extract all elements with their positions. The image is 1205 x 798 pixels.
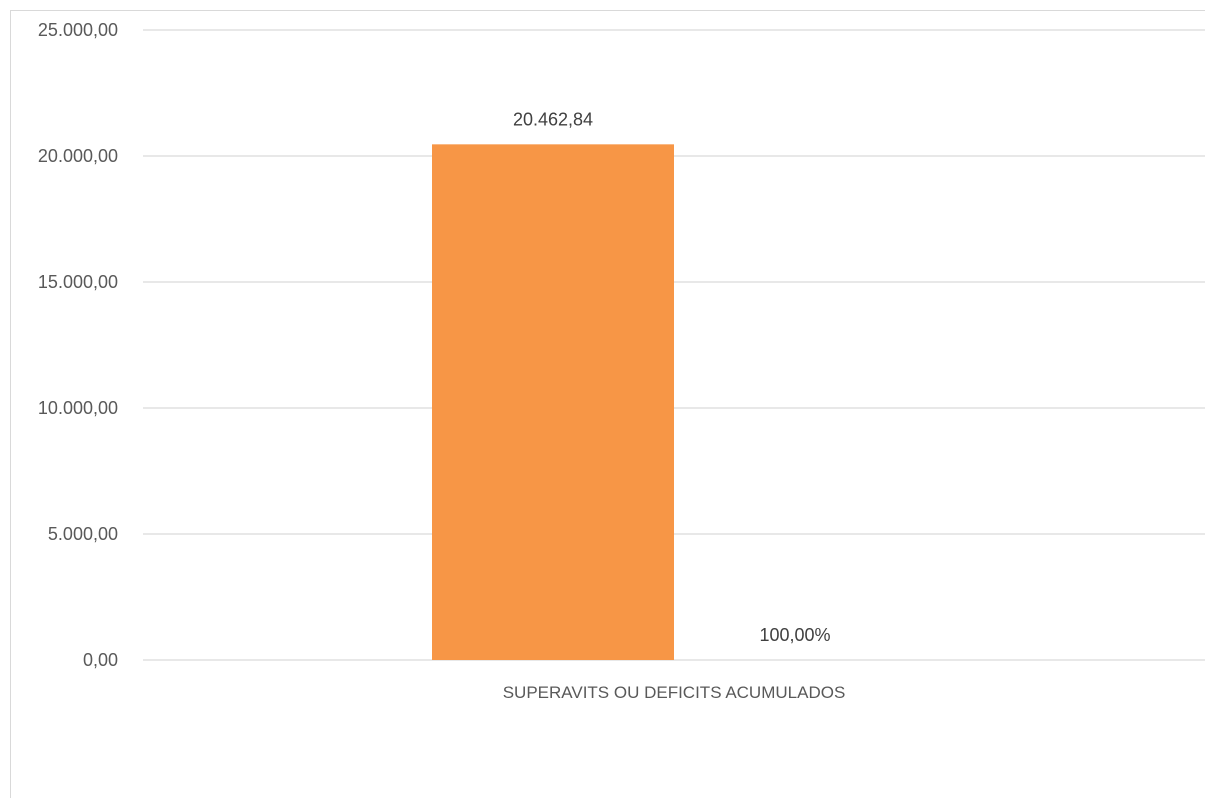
y-tick-label: 15.000,00	[38, 272, 118, 292]
y-tick-label: 20.000,00	[38, 146, 118, 166]
data-labels: 20.462,84 100,00%	[513, 109, 831, 645]
y-tick-label: 5.000,00	[48, 524, 118, 544]
bars	[432, 144, 674, 660]
y-axis-tick-labels: 0,00 5.000,00 10.000,00 15.000,00 20.000,00 2…	[38, 20, 118, 670]
bar-series-1	[432, 144, 674, 660]
data-label-series-2: 100,00%	[759, 625, 830, 645]
y-tick-label: 10.000,00	[38, 398, 118, 418]
data-label-series-1: 20.462,84	[513, 109, 593, 129]
y-tick-label: 25.000,00	[38, 20, 118, 40]
y-tick-label: 0,00	[83, 650, 118, 670]
x-axis-category-label: SUPERAVITS OU DEFICITS ACUMULADOS	[503, 683, 846, 702]
